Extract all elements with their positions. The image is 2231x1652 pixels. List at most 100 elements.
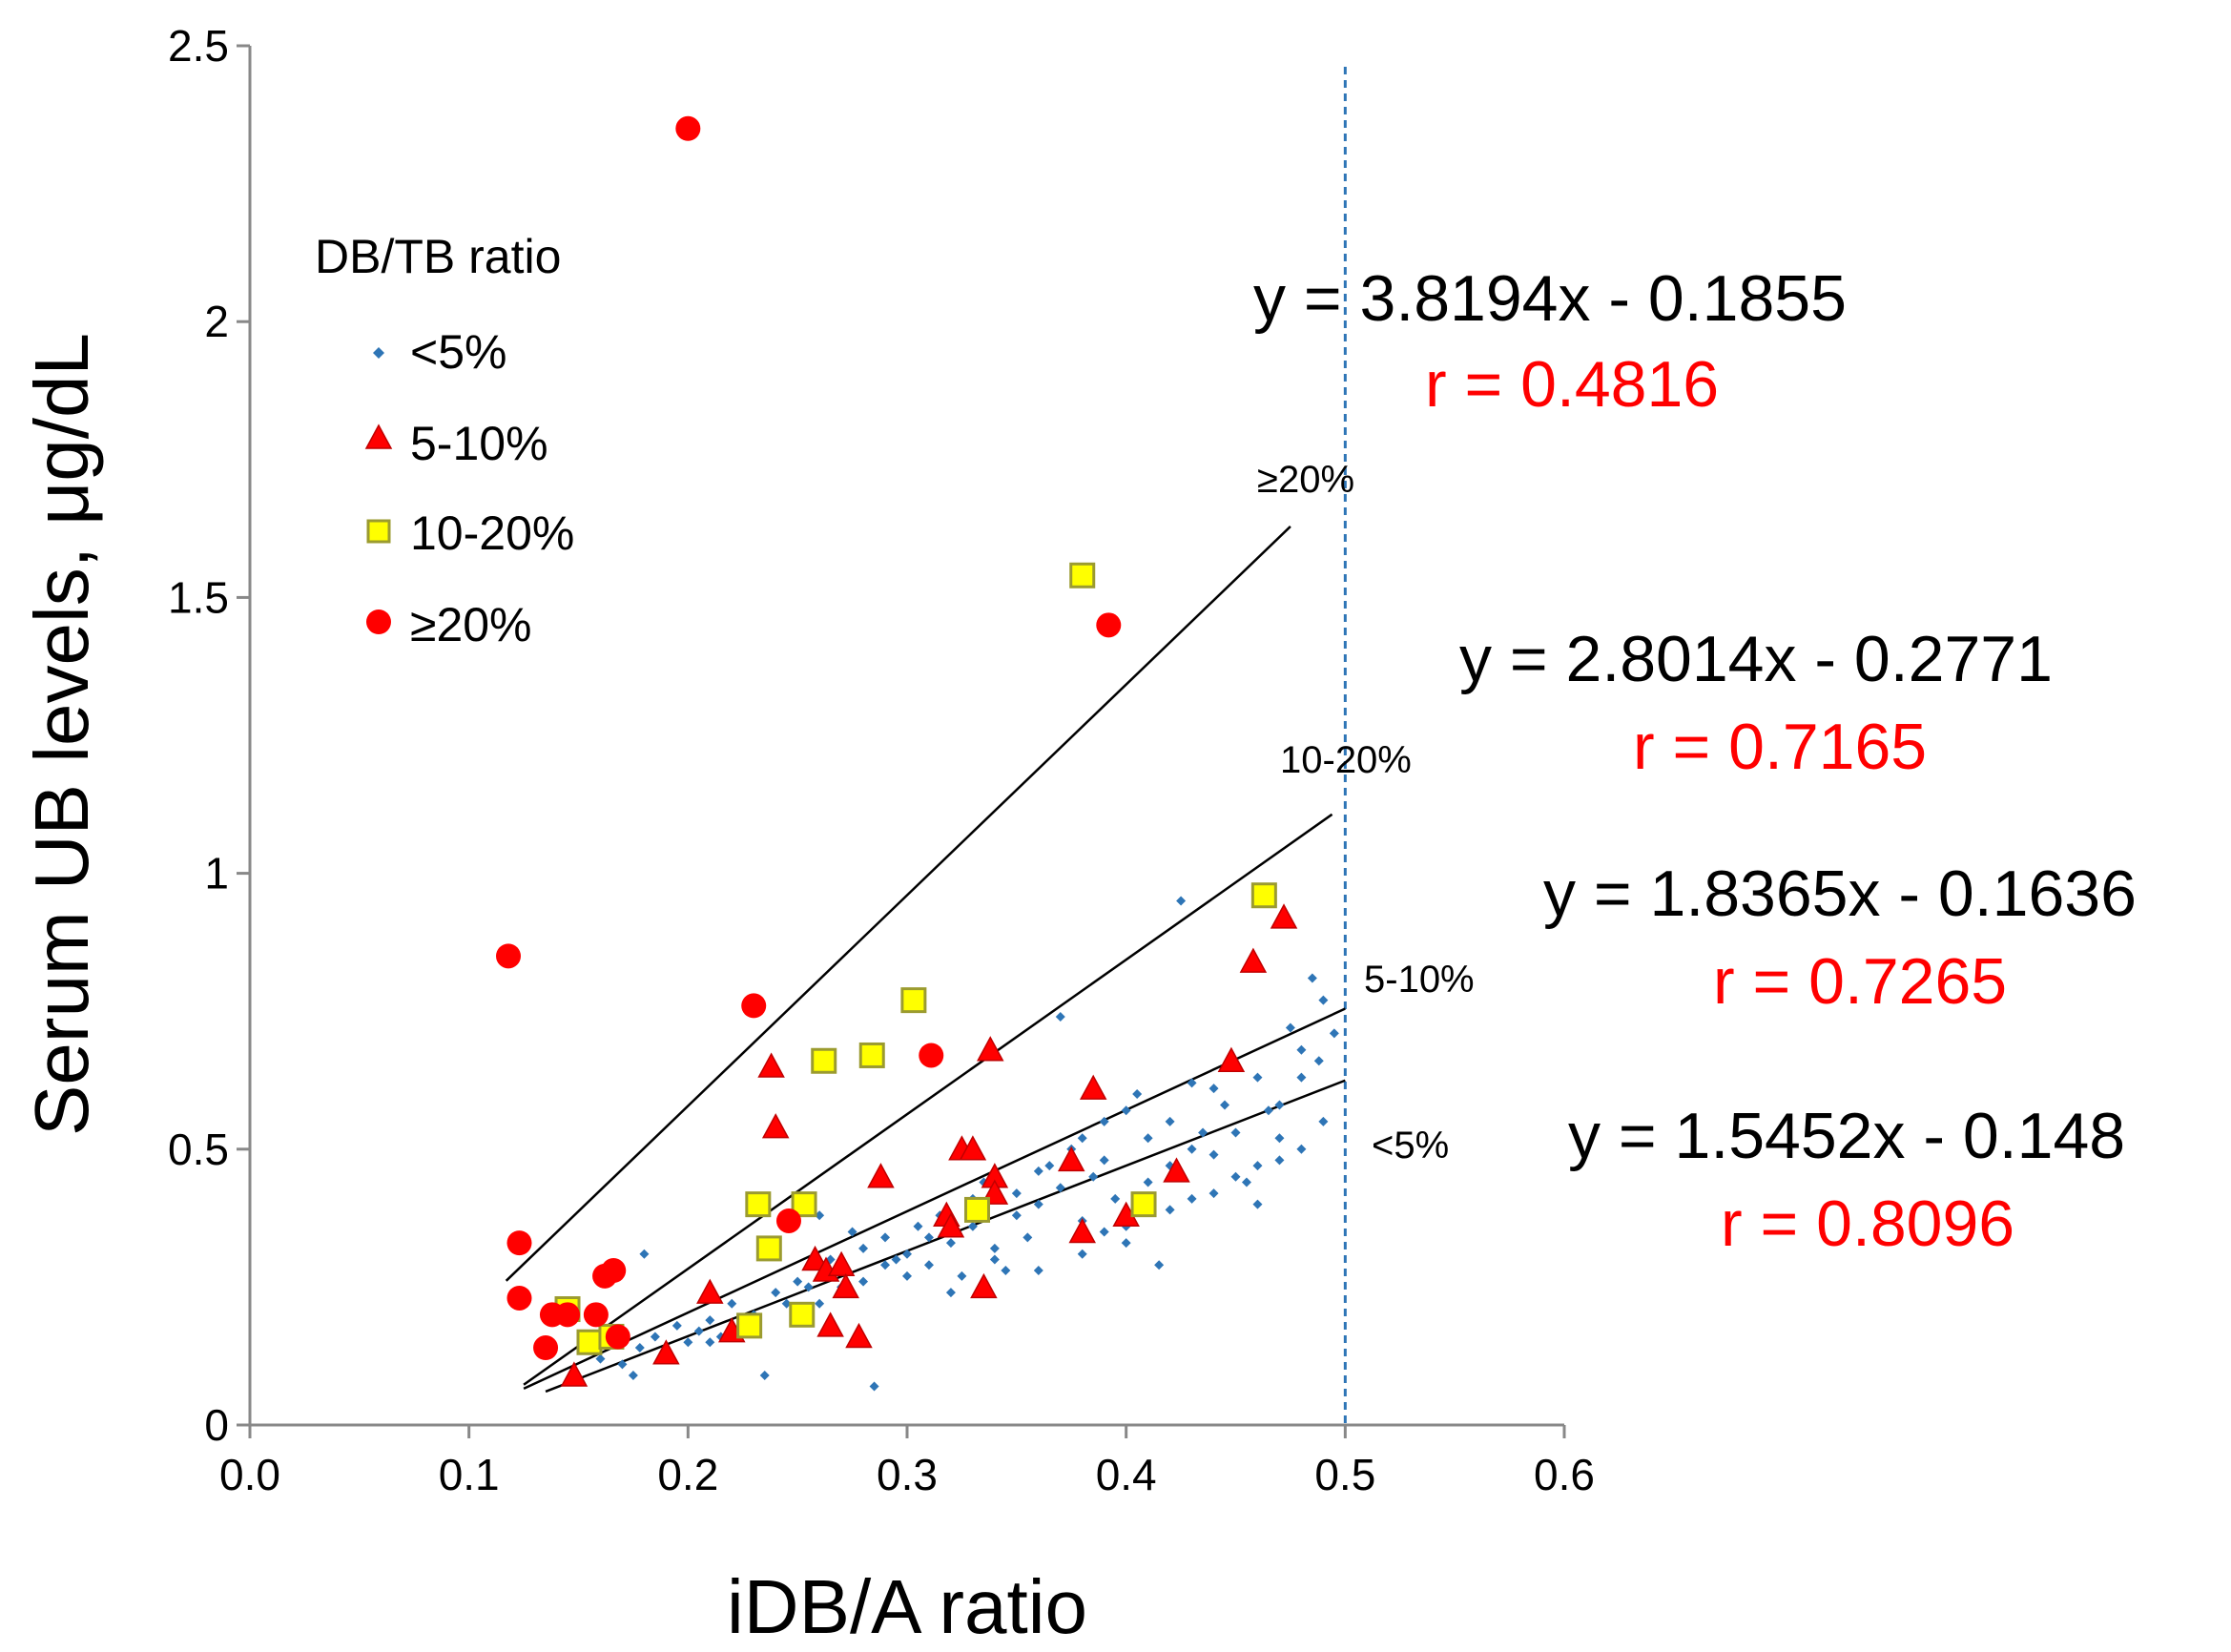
ticks: 0.0 0.1 0.2 0.3 0.4 0.5 0.6 0 0.5 1 1.5 2 2.5	[168, 21, 1595, 1499]
point-10-20	[1250, 882, 1277, 909]
series-diamond	[595, 896, 1339, 1392]
point-lt5	[1208, 1188, 1219, 1199]
point-5-10	[832, 1272, 859, 1299]
point-lt5	[891, 1254, 901, 1265]
point-lt5	[1296, 1072, 1307, 1083]
r-value-lt5: r = 0.8096	[1721, 1187, 2014, 1260]
y-axis-title: Serum UB levels, μg/dL	[19, 333, 104, 1136]
point-lt5	[1132, 1088, 1143, 1099]
equation-5-10: y = 1.8365x - 0.1636	[1543, 857, 2137, 930]
y-tick-label: 1.5	[168, 572, 229, 622]
point-lt5	[858, 1276, 869, 1287]
point-lt5	[1274, 1133, 1285, 1144]
point-lt5	[671, 1320, 682, 1331]
point-lt5	[781, 1298, 792, 1309]
point-ge20	[533, 1335, 559, 1361]
point-lt5	[847, 1227, 857, 1237]
point-5-10	[1270, 903, 1298, 929]
point-lt5	[858, 1243, 869, 1253]
point-lt5	[595, 1353, 606, 1364]
point-lt5	[1241, 1177, 1251, 1187]
point-10-20	[811, 1047, 837, 1074]
fit-line	[505, 526, 1291, 1282]
point-lt5	[1154, 1260, 1165, 1270]
point-lt5	[1143, 1133, 1153, 1144]
legend-marker-5-10	[364, 423, 393, 449]
point-5-10	[696, 1278, 724, 1304]
point-ge20	[506, 1230, 532, 1256]
point-5-10	[1068, 1217, 1096, 1244]
fit-label-5-10: 5-10%	[1364, 959, 1475, 1001]
point-ge20	[583, 1302, 609, 1328]
point-lt5	[1285, 1022, 1295, 1033]
point-lt5	[1329, 1028, 1339, 1039]
series-triangle	[560, 903, 1298, 1387]
point-lt5	[1187, 1144, 1197, 1154]
point-lt5	[957, 1270, 967, 1281]
point-lt5	[869, 1381, 879, 1392]
point-lt5	[1033, 1266, 1043, 1276]
point-ge20	[741, 993, 767, 1019]
point-5-10	[937, 1212, 965, 1238]
point-lt5	[1011, 1188, 1022, 1199]
point-lt5	[1099, 1227, 1109, 1237]
point-lt5	[1274, 1100, 1285, 1110]
point-lt5	[1055, 1011, 1065, 1022]
point-lt5	[1187, 1078, 1197, 1088]
point-lt5	[617, 1359, 628, 1370]
legend-marker-10-20	[366, 519, 391, 544]
point-lt5	[634, 1343, 645, 1353]
point-lt5	[1165, 1205, 1175, 1215]
point-5-10	[560, 1361, 589, 1387]
point-lt5	[628, 1370, 638, 1380]
point-lt5	[923, 1260, 934, 1270]
legend-marker-ge20	[366, 609, 391, 634]
point-lt5	[793, 1276, 803, 1287]
point-lt5	[1077, 1133, 1087, 1144]
equation-lt5: y = 1.5452x - 0.148	[1568, 1100, 2125, 1172]
y-tick-label: 2	[204, 297, 229, 346]
point-lt5	[1033, 1166, 1043, 1176]
point-lt5	[1252, 1072, 1263, 1083]
y-tick-label: 2.5	[168, 21, 229, 71]
equation-ge20: y = 3.8194x - 0.1855	[1253, 262, 1847, 335]
point-lt5	[880, 1260, 891, 1270]
series-square	[554, 562, 1277, 1355]
point-lt5	[1307, 973, 1317, 983]
fit-line	[523, 813, 1333, 1386]
point-lt5	[1110, 1193, 1121, 1204]
point-lt5	[923, 1232, 934, 1243]
point-lt5	[815, 1298, 825, 1309]
legend-label-5-10: 5-10%	[410, 417, 548, 470]
r-value-10-20: r = 0.7165	[1633, 711, 1927, 783]
point-lt5	[1296, 1144, 1307, 1154]
point-5-10	[761, 1113, 790, 1139]
point-10-20	[858, 1042, 885, 1068]
point-10-20	[755, 1235, 782, 1262]
point-lt5	[1023, 1232, 1033, 1243]
point-lt5	[1077, 1249, 1087, 1259]
point-lt5	[639, 1249, 650, 1259]
point-lt5	[1088, 1171, 1099, 1182]
fit-line	[523, 1007, 1346, 1390]
point-lt5	[1187, 1193, 1197, 1204]
point-ge20	[605, 1324, 630, 1350]
legend: DB/TB ratio <5% 5-10% 10-20% ≥20%	[315, 230, 574, 651]
point-lt5	[771, 1288, 781, 1298]
point-lt5	[1252, 1161, 1263, 1171]
x-tick-label: 0.0	[219, 1450, 280, 1499]
point-lt5	[705, 1315, 715, 1326]
point-lt5	[1252, 1199, 1263, 1209]
legend-label-10-20: 10-20%	[410, 506, 574, 560]
point-lt5	[683, 1337, 693, 1348]
point-5-10	[652, 1339, 680, 1365]
point-lt5	[759, 1370, 770, 1380]
point-5-10	[977, 1036, 1004, 1062]
x-tick-label: 0.2	[657, 1450, 718, 1499]
x-tick-label: 0.4	[1096, 1450, 1157, 1499]
point-10-20	[900, 987, 927, 1014]
point-lt5	[1165, 1116, 1175, 1126]
point-10-20	[963, 1196, 990, 1223]
point-lt5	[815, 1210, 825, 1221]
point-lt5	[727, 1298, 737, 1309]
